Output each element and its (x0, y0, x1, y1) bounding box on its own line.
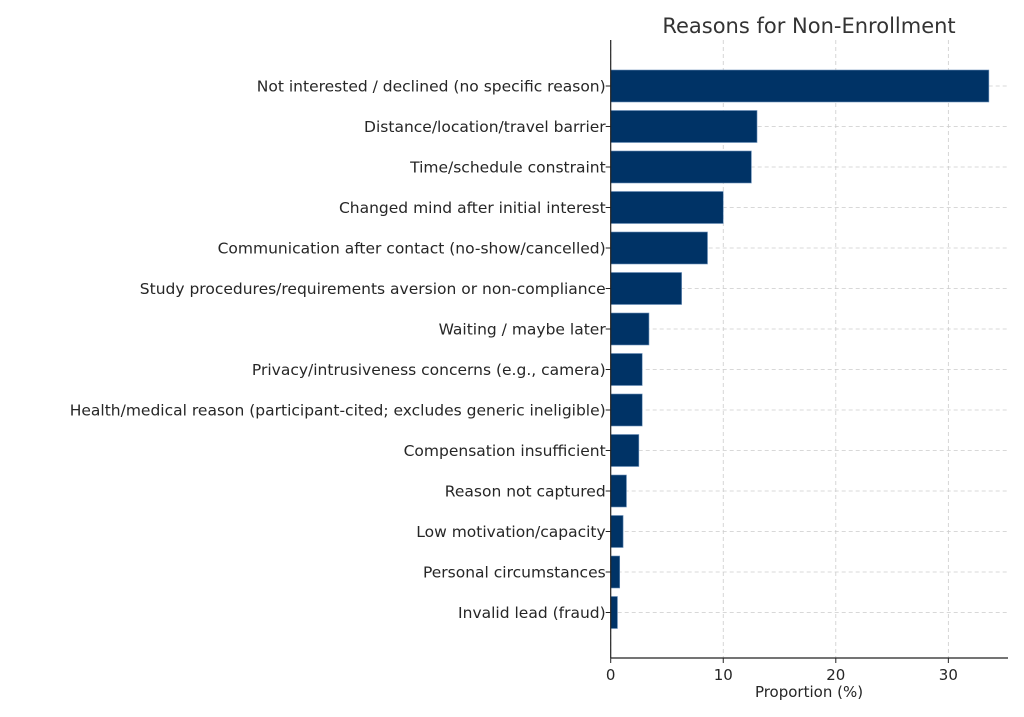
bar (610, 555, 621, 589)
x-tick-label: 30 (939, 666, 958, 684)
bar (610, 474, 627, 508)
bar (610, 434, 640, 467)
y-tick-label: Invalid lead (fraud) (458, 604, 606, 622)
bar (610, 272, 682, 305)
bar (610, 191, 724, 224)
y-tick-label: Time/schedule constraint (409, 159, 606, 177)
y-tick-label: Compensation insufficient (404, 442, 606, 460)
bar (610, 69, 990, 103)
y-tick-label: Distance/location/travel barrier (364, 118, 606, 136)
y-tick-label: Low motivation/capacity (416, 523, 605, 541)
bar (610, 596, 618, 629)
y-tick-label: Health/medical reason (participant-cited… (70, 402, 606, 420)
y-tick-label: Not interested / declined (no specific r… (257, 78, 606, 96)
bars (610, 69, 990, 629)
bar (610, 312, 650, 346)
grid (610, 40, 1008, 658)
chart-title: Reasons for Non-Enrollment (662, 14, 955, 38)
bar (610, 515, 624, 548)
x-tick-label: 0 (606, 666, 616, 684)
bar (610, 353, 643, 386)
x-axis-label: Proportion (%) (755, 683, 863, 701)
y-tick-label: Changed mind after initial interest (339, 199, 606, 217)
bar (610, 110, 758, 143)
y-tick-label: Communication after contact (no-show/can… (218, 240, 606, 258)
x-ticks: 0 10 20 30 (606, 658, 958, 684)
y-tick-label: Study procedures/requirements aversion o… (140, 280, 606, 298)
bar (610, 393, 643, 427)
y-tick-label: Waiting / maybe later (439, 321, 607, 339)
y-tick-label: Reason not captured (445, 483, 606, 501)
y-tick-labels: Not interested / declined (no specific r… (70, 78, 611, 622)
bar (610, 150, 752, 184)
x-tick-label: 10 (714, 666, 733, 684)
bar (610, 231, 708, 265)
x-tick-label: 20 (826, 666, 845, 684)
y-tick-label: Privacy/intrusiveness concerns (e.g., ca… (252, 361, 606, 379)
y-tick-label: Personal circumstances (423, 564, 606, 582)
